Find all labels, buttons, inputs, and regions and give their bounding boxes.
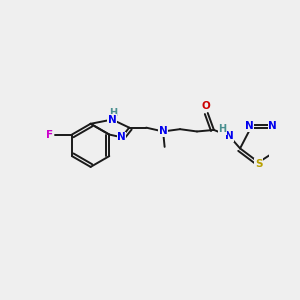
Text: N: N xyxy=(159,127,167,136)
Text: O: O xyxy=(202,101,211,111)
Text: N: N xyxy=(117,132,126,142)
Text: N: N xyxy=(108,115,117,124)
Text: N: N xyxy=(268,121,277,131)
Text: F: F xyxy=(46,130,53,140)
Text: N: N xyxy=(225,131,234,141)
Text: H: H xyxy=(109,108,117,118)
Text: H: H xyxy=(218,124,226,134)
Text: N: N xyxy=(245,121,254,131)
Text: S: S xyxy=(255,159,262,169)
